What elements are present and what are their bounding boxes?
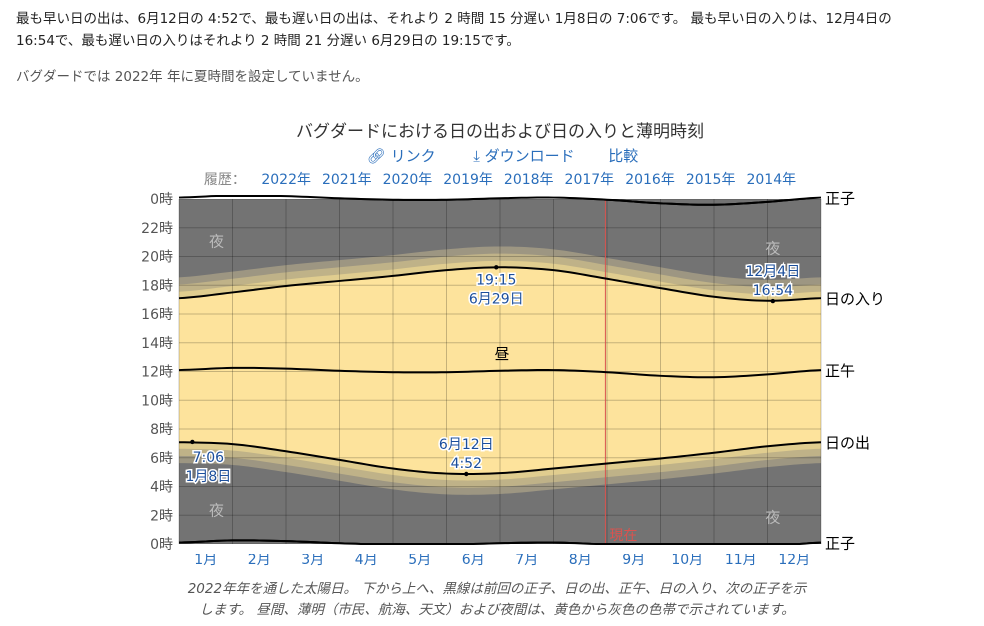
annotation-dot	[494, 265, 499, 270]
y-tick-label: 6時	[150, 451, 173, 467]
annotation-dot	[464, 471, 469, 477]
caption-line-1: 2022年年を通した太陽日。 下から上へ、黒線は前回の正子、日の出、正午、日の入…	[187, 581, 807, 597]
annotation-label: 12月4日	[745, 264, 800, 280]
history-year-2014年[interactable]: 2014年	[746, 172, 797, 188]
midnight-line-bottom	[178, 539, 822, 545]
night-label: 夜	[209, 501, 224, 519]
annotation-dot	[770, 298, 776, 304]
x-tick-label: 2月	[248, 552, 271, 568]
annotation-dot	[190, 439, 195, 445]
mask-bottom	[179, 544, 821, 554]
x-tick-label: 9月	[622, 552, 645, 568]
x-tick-label: 6月	[462, 552, 485, 568]
history-year-2018年[interactable]: 2018年	[503, 172, 554, 188]
download-button[interactable]: ⤓ ダウンロード	[473, 147, 575, 165]
history-year-2019年[interactable]: 2019年	[443, 172, 493, 188]
link-icon: 🔗︎	[366, 147, 386, 165]
history-year-2022年[interactable]: 2022年	[261, 172, 311, 188]
x-tick-label: 1月	[194, 552, 217, 568]
history-year-2016年[interactable]: 2016年	[625, 172, 675, 188]
chart-title: バグダードにおける日の出および日の入りと薄明時刻	[296, 122, 704, 142]
history-year-2017年[interactable]: 2017年	[564, 172, 615, 188]
now-label: 現在	[609, 528, 637, 544]
mask-top	[179, 187, 821, 199]
series-line-日の入り	[178, 266, 822, 302]
y-tick-label: 16時	[141, 307, 173, 323]
annotation-label: 7:06	[193, 450, 225, 466]
intro-text-2: 16:54で、最も遅い日の入りはそれより 2 時間 21 分遅い 6月29日の …	[16, 33, 520, 49]
y-tick-label: 10時	[141, 393, 173, 409]
x-tick-label: 3月	[301, 552, 324, 568]
day-label: 昼	[494, 345, 509, 363]
annotation-label: 19:15	[476, 272, 516, 288]
annotation-label: 4:52	[451, 456, 482, 472]
y-tick-label: 20時	[141, 250, 173, 266]
x-tick-label: 4月	[355, 552, 378, 568]
y-tick-label: 0時	[150, 537, 173, 553]
history-year-2021年[interactable]: 2021年	[321, 172, 372, 188]
chart-actions: 🔗︎ リンク ⤓ ダウンロード 比較	[0, 145, 984, 166]
download-icon: ⤓	[473, 147, 480, 165]
right-label: 日の出	[825, 434, 870, 452]
right-label: 正子	[825, 190, 855, 208]
history-bar: 履歴： 2022年 2021年 2020年 2019年 2018年 2017年 2016年 2…	[0, 169, 984, 189]
y-tick-label: 8時	[150, 422, 173, 438]
right-label: 正子	[825, 535, 855, 553]
y-tick-label: 0時	[150, 192, 173, 208]
y-tick-label: 12時	[141, 365, 173, 381]
annotation-label: 6月12日	[439, 437, 494, 453]
y-tick-label: 4時	[150, 480, 173, 496]
series-line-正午	[178, 366, 822, 379]
y-tick-label: 22時	[141, 221, 173, 237]
x-tick-label: 11月	[725, 552, 757, 568]
midnight-line-top	[178, 195, 822, 206]
right-label: 日の入り	[825, 290, 885, 308]
history-label: 履歴：	[203, 172, 246, 188]
x-tick-label: 5月	[408, 552, 431, 568]
history-year-2015年[interactable]: 2015年	[685, 172, 736, 188]
night-label: 夜	[765, 508, 780, 526]
night-label: 夜	[765, 240, 780, 258]
x-tick-label: 10月	[671, 552, 703, 568]
history-year-2020年[interactable]: 2020年	[382, 172, 433, 188]
x-tick-label: 8月	[569, 552, 592, 568]
y-tick-label: 2時	[150, 508, 173, 524]
caption-line-2: します。 昼間、薄明（市民、航海、天文）および夜間は、黄色から灰色の色帯で示され…	[199, 602, 795, 618]
compare-button[interactable]: 比較	[608, 147, 639, 165]
night-label: 夜	[209, 232, 224, 250]
annotation-label: 1月8日	[185, 469, 231, 485]
y-tick-label: 14時	[141, 336, 173, 352]
x-tick-label: 12月	[778, 552, 810, 568]
dst-note: バグダードでは 2022年 年に夏時間を設定していません。	[16, 69, 369, 85]
link-button[interactable]: 🔗︎ リンク	[366, 147, 436, 165]
annotation-label: 6月29日	[469, 291, 524, 307]
y-tick-label: 18時	[141, 278, 173, 294]
x-tick-label: 7月	[515, 552, 538, 568]
annotation-label: 16:54	[753, 283, 793, 299]
intro-text-1: 最も早い日の出は、6月12日の 4:52で、最も遅い日の出は、それより 2 時間…	[16, 11, 892, 27]
series-line-日の出	[178, 441, 822, 475]
right-label: 正午	[825, 362, 855, 380]
